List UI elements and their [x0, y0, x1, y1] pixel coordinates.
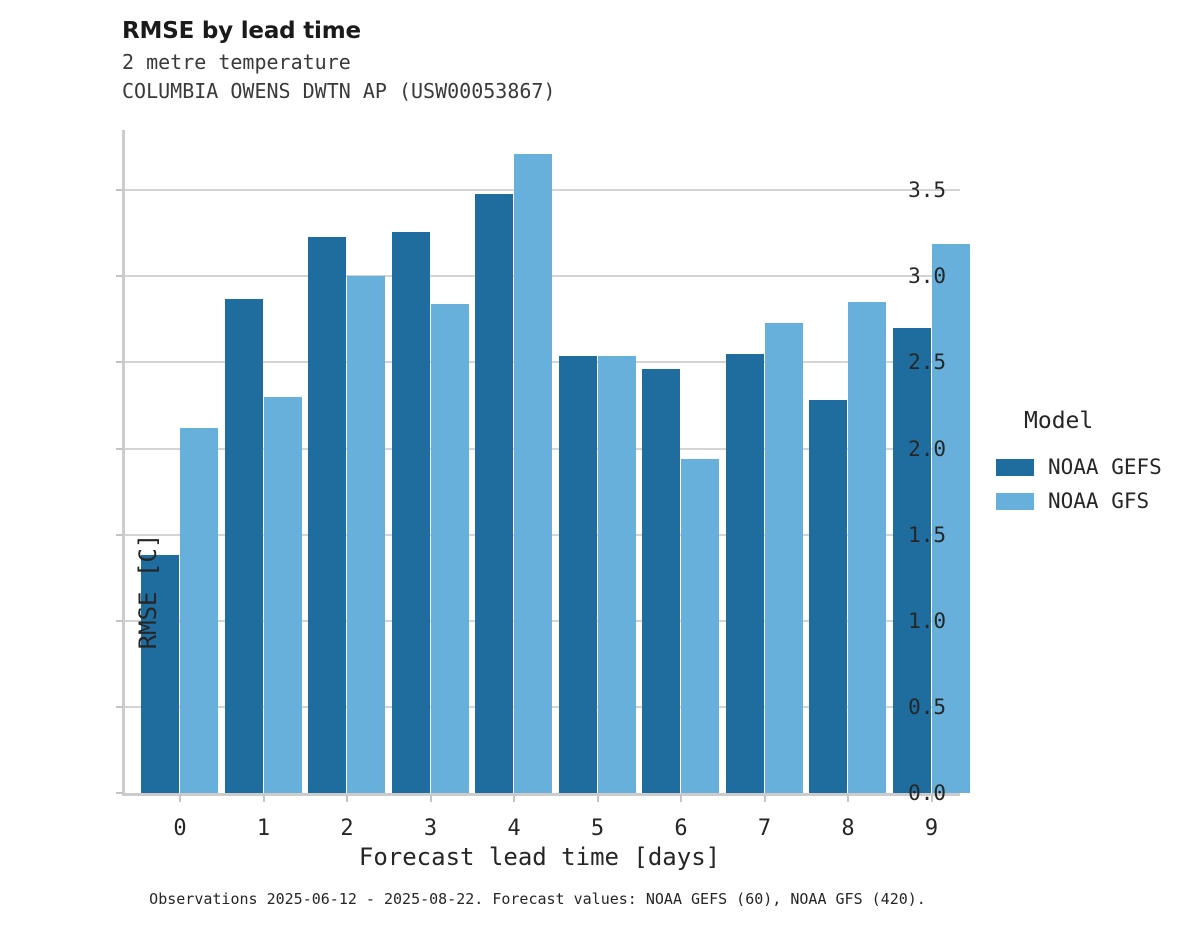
bar-gfs[interactable]: [180, 427, 218, 793]
legend-item-label: NOAA GFS: [1048, 489, 1150, 513]
x-tick-label: 7: [757, 816, 772, 841]
x-tick-label: 6: [674, 816, 688, 841]
y-tick-mark: [116, 189, 123, 192]
chart-subtitle: 2 metre temperature: [122, 50, 351, 74]
bar-group: 7: [725, 130, 804, 841]
bar-group: 5: [558, 130, 637, 841]
legend-items: NOAA GEFS NOAA GFS: [996, 450, 1162, 518]
legend-swatch: [996, 458, 1034, 476]
legend-item-gefs[interactable]: NOAA GEFS: [996, 450, 1162, 484]
y-tick-label: 3.0: [908, 264, 946, 289]
bar-group: 9: [892, 130, 971, 841]
chart-footnote: Observations 2025-06-12 - 2025-08-22. Fo…: [149, 890, 926, 908]
y-tick-label: 1.0: [908, 608, 946, 633]
bar-gfs[interactable]: [931, 243, 970, 793]
y-tick-label: 0.0: [908, 781, 946, 805]
bar-gfs[interactable]: [597, 355, 636, 793]
x-tick-label: 5: [590, 816, 605, 841]
x-tick-label: 9: [924, 816, 939, 841]
x-tick-mark: [596, 795, 599, 802]
x-tick-mark: [179, 795, 181, 802]
y-tick-label: 2.5: [908, 350, 946, 375]
x-tick-label: 3: [423, 816, 438, 841]
bar-gefs[interactable]: [809, 400, 847, 793]
bar-gfs[interactable]: [263, 396, 302, 793]
bar-group: 1: [224, 130, 303, 841]
bar-group: 3: [391, 130, 470, 841]
x-tick-label: 2: [340, 816, 354, 841]
y-tick-mark: [116, 705, 123, 708]
x-axis-title: Forecast lead time [days]: [358, 843, 721, 871]
x-tick-mark: [346, 795, 348, 802]
legend-title: Model: [1024, 408, 1094, 434]
bar-gefs[interactable]: [391, 231, 430, 793]
y-tick-mark: [116, 619, 123, 622]
x-tick-mark: [930, 795, 933, 802]
bar-gefs[interactable]: [642, 369, 680, 793]
y-tick-mark: [116, 533, 123, 536]
legend-item-label: NOAA GEFS: [1048, 455, 1162, 479]
x-tick-mark: [513, 795, 515, 802]
y-tick-label: 0.5: [908, 694, 946, 719]
bar-gfs[interactable]: [514, 154, 552, 793]
bar-group: 0: [141, 130, 219, 841]
y-tick-mark: [116, 361, 123, 364]
bar-group: 2: [308, 130, 386, 841]
y-tick-label: 1.5: [908, 522, 946, 547]
y-tick-label: 2.0: [908, 436, 946, 461]
plot-area: 0 1 2 3 4 5 6 7 8 9 0.0 0.5 1.0 1.5 2.0 2.5 3.0 3.5 RMSE…: [116, 130, 970, 841]
x-tick-mark: [680, 795, 682, 802]
legend-item-gfs[interactable]: NOAA GFS: [996, 484, 1162, 518]
bar-gfs[interactable]: [848, 302, 886, 793]
bar-group: 8: [809, 130, 887, 841]
legend-swatch: [996, 492, 1034, 510]
y-tick-mark: [116, 792, 123, 794]
plot-inner: 0 1 2 3 4 5 6 7 8 9: [125, 130, 970, 841]
y-tick-label: 3.5: [908, 178, 946, 203]
x-tick-label: 0: [173, 816, 187, 841]
bar-gfs[interactable]: [430, 303, 469, 793]
bar-gefs[interactable]: [141, 555, 179, 793]
chart-header: RMSE by lead time 2 metre temperature CO…: [122, 16, 555, 106]
bar-gfs[interactable]: [347, 276, 385, 793]
x-tick-mark: [429, 795, 432, 802]
bar-group: 4: [475, 130, 553, 841]
chart-station-label: COLUMBIA OWENS DWTN AP (USW00053867): [122, 79, 556, 103]
x-tick-mark: [262, 795, 265, 802]
x-tick-mark: [763, 795, 766, 802]
bar-gefs[interactable]: [725, 353, 764, 793]
y-tick-mark: [116, 275, 123, 278]
y-tick-mark: [116, 447, 123, 450]
legend: Model NOAA GEFS NOAA GFS: [996, 408, 1162, 518]
y-axis-title: RMSE [C]: [134, 533, 162, 650]
x-tick-label: 8: [841, 816, 855, 841]
bar-gefs[interactable]: [892, 328, 931, 793]
bar-gefs[interactable]: [308, 236, 346, 793]
bar-group: 6: [642, 130, 720, 841]
bar-gefs[interactable]: [475, 193, 513, 793]
x-tick-label: 4: [507, 816, 521, 841]
bar-gfs[interactable]: [764, 322, 803, 793]
bar-gfs[interactable]: [681, 458, 719, 793]
x-tick-mark: [847, 795, 849, 802]
page-title: RMSE by lead time: [122, 18, 361, 44]
bar-gefs[interactable]: [558, 355, 597, 793]
x-tick-label: 1: [256, 816, 271, 841]
bar-gefs[interactable]: [224, 298, 263, 793]
